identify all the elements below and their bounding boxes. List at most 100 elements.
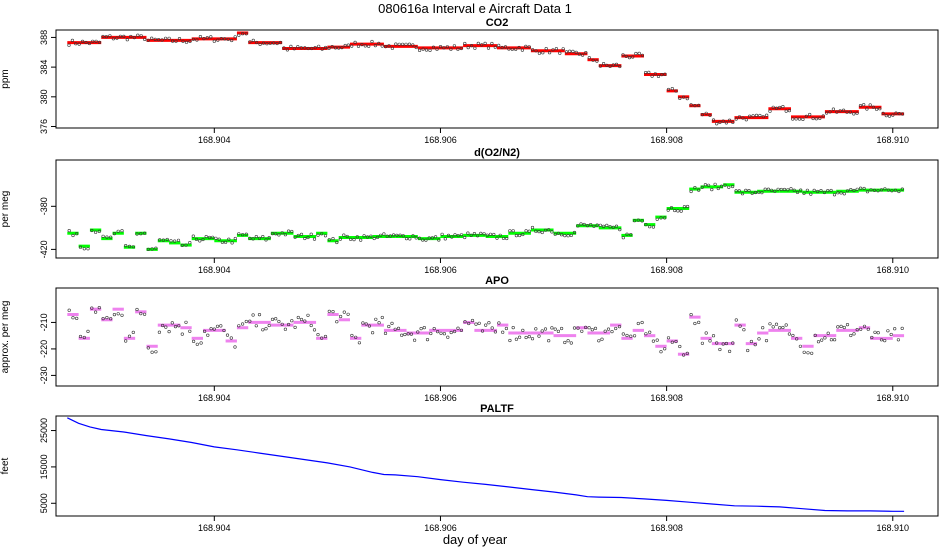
data-point xyxy=(350,44,354,48)
data-point xyxy=(820,338,824,342)
data-point xyxy=(689,313,693,317)
data-point xyxy=(467,321,471,326)
data-point xyxy=(727,185,731,189)
data-point xyxy=(84,40,88,45)
data-point xyxy=(434,235,438,239)
data-point xyxy=(456,234,460,238)
data-point xyxy=(379,233,383,237)
data-point xyxy=(495,236,499,240)
data-point xyxy=(786,188,790,192)
data-point xyxy=(476,41,480,46)
data-point xyxy=(212,327,216,331)
data-point xyxy=(424,48,429,52)
data-point xyxy=(116,312,120,316)
data-point xyxy=(569,233,573,237)
data-point xyxy=(897,189,901,194)
x-tick-label: 168.904 xyxy=(198,393,231,403)
data-point xyxy=(220,240,224,244)
data-point xyxy=(303,319,307,323)
data-point xyxy=(293,235,297,239)
data-point xyxy=(879,188,884,192)
data-point xyxy=(330,44,334,49)
data-point xyxy=(597,339,601,343)
data-point xyxy=(180,332,184,336)
data-point xyxy=(483,41,487,46)
x-axis-label: day of year xyxy=(443,532,508,547)
data-point xyxy=(191,234,195,238)
plot-frame xyxy=(55,415,939,517)
data-point xyxy=(805,188,810,192)
data-point xyxy=(394,42,398,46)
data-point xyxy=(660,72,664,77)
data-point xyxy=(424,238,428,242)
data-point xyxy=(829,338,834,342)
data-point xyxy=(508,338,512,343)
data-point xyxy=(806,351,810,355)
data-point xyxy=(120,313,124,317)
data-point xyxy=(797,117,802,121)
data-point xyxy=(492,232,496,237)
series-line xyxy=(67,417,905,512)
data-point xyxy=(750,191,754,195)
data-point xyxy=(306,313,310,317)
data-point xyxy=(248,40,252,44)
data-point xyxy=(809,192,813,196)
data-point xyxy=(685,96,689,101)
data-point xyxy=(425,338,430,342)
y-axis-label: feet xyxy=(0,457,11,474)
data-point xyxy=(550,326,554,330)
data-point xyxy=(768,109,772,113)
data-point xyxy=(429,331,433,336)
data-point xyxy=(143,231,147,235)
data-point xyxy=(248,236,252,240)
data-point xyxy=(614,62,619,67)
data-point xyxy=(651,339,656,343)
panel-title: APO xyxy=(485,275,509,287)
x-tick-label: 168.910 xyxy=(876,135,909,145)
data-point xyxy=(634,51,638,56)
data-point xyxy=(517,233,522,238)
data-point xyxy=(439,331,443,335)
data-point xyxy=(227,237,231,241)
data-point xyxy=(789,187,793,191)
panel-4: PALTF feet 168.904 168.906 168.908 168.910 250… xyxy=(0,403,939,533)
data-point xyxy=(463,235,467,240)
data-point xyxy=(514,337,519,341)
data-point xyxy=(508,229,512,233)
data-point xyxy=(310,46,314,51)
data-point xyxy=(804,114,808,118)
data-point xyxy=(264,327,268,331)
data-point xyxy=(233,345,237,349)
data-point xyxy=(889,332,893,337)
data-point xyxy=(194,237,199,241)
data-point xyxy=(869,188,873,192)
data-point xyxy=(727,118,732,122)
data-point xyxy=(537,230,541,234)
data-point xyxy=(254,235,258,239)
data-point xyxy=(109,235,113,239)
data-point xyxy=(865,107,869,111)
data-point xyxy=(663,216,667,220)
data-point xyxy=(822,190,827,195)
data-point xyxy=(161,238,165,242)
data-point xyxy=(527,335,531,339)
data-point xyxy=(798,344,803,348)
data-point xyxy=(219,36,223,41)
y-tick-label: 15000 xyxy=(39,454,49,479)
data-point xyxy=(794,117,798,121)
data-point xyxy=(625,333,629,338)
data-point xyxy=(721,342,725,346)
page-title: 080616a Interval e Aircraft Data 1 xyxy=(378,1,572,16)
data-point xyxy=(436,330,440,334)
data-point xyxy=(845,323,850,327)
data-point xyxy=(734,189,738,193)
data-point xyxy=(202,36,206,41)
data-point xyxy=(748,114,752,118)
data-point xyxy=(824,111,829,115)
data-point xyxy=(395,233,399,237)
data-point xyxy=(886,329,890,333)
panel-title: CO2 xyxy=(486,17,509,29)
data-point xyxy=(192,339,196,344)
data-point xyxy=(610,330,614,334)
y-tick-label: 376 xyxy=(39,119,49,134)
